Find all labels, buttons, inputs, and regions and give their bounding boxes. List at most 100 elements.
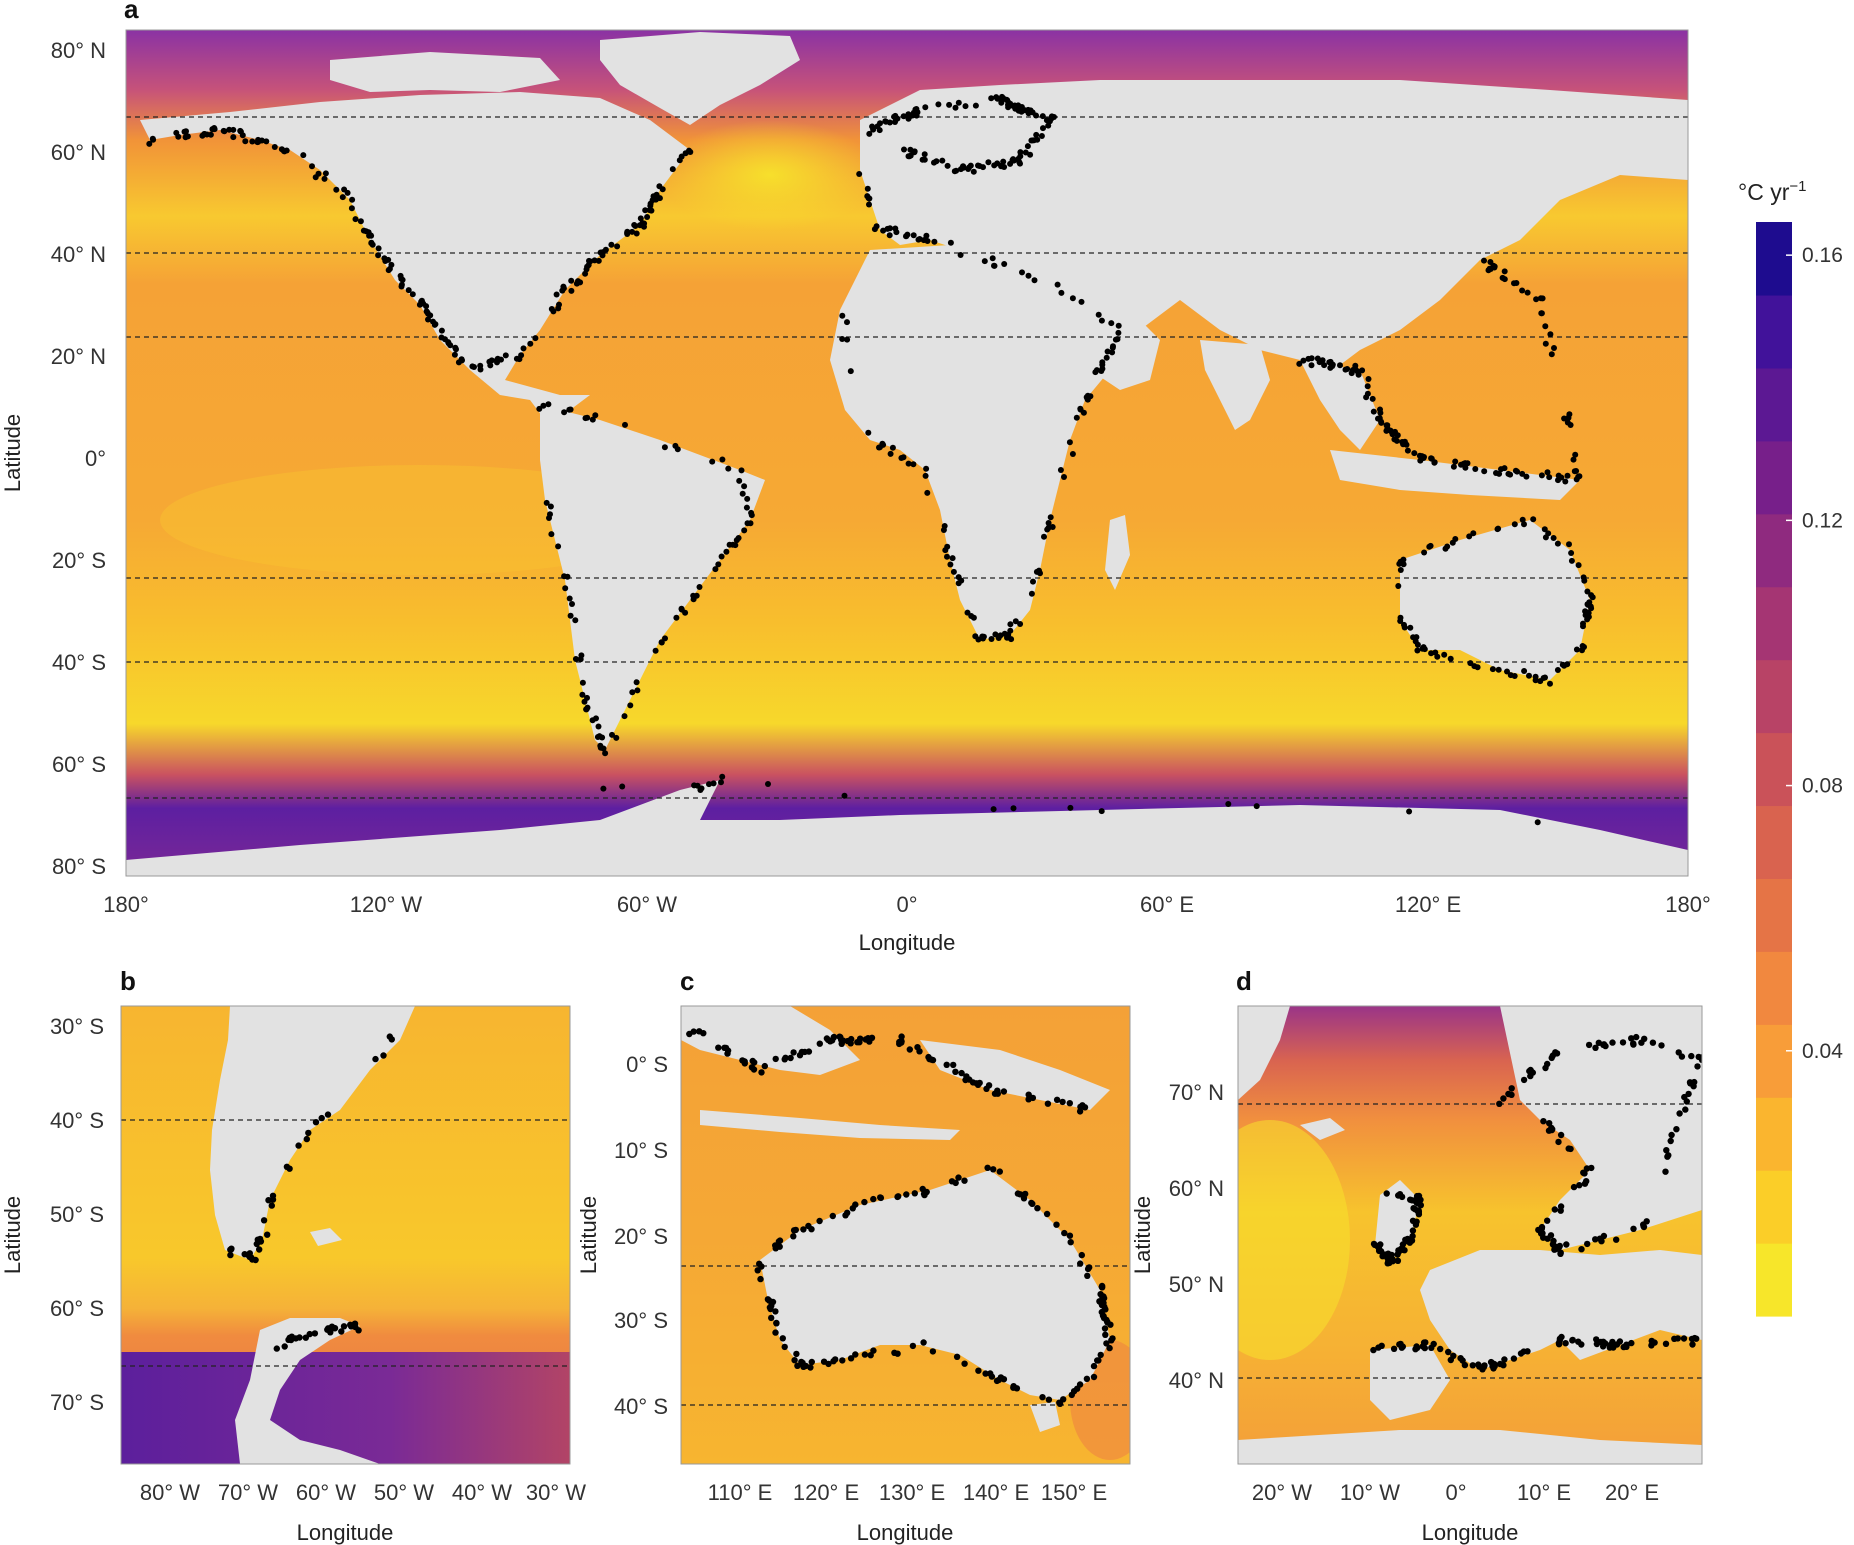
site-point [723, 548, 730, 555]
site-point [787, 1054, 794, 1062]
colorbar-step [1756, 440, 1792, 515]
site-point [870, 1347, 877, 1354]
site-point [1527, 1072, 1534, 1080]
site-point [969, 1079, 977, 1086]
site-point [1449, 539, 1456, 546]
site-point [950, 1061, 957, 1069]
site-point [1519, 516, 1526, 523]
site-point [1480, 1363, 1488, 1371]
d-ytick-0: 70° N [1169, 1080, 1224, 1105]
site-point [1548, 1054, 1555, 1062]
site-point [830, 1033, 838, 1041]
site-point [905, 115, 912, 122]
site-point [700, 1030, 707, 1037]
site-point [1109, 349, 1116, 356]
site-point [438, 334, 445, 341]
site-point [548, 531, 555, 538]
site-point [527, 340, 534, 347]
site-point [1365, 376, 1372, 382]
panel-b-y-ticks: 30° S 40° S 50° S 60° S 70° S [50, 1014, 104, 1415]
site-point [948, 1178, 956, 1185]
colorbar-step [1756, 1097, 1792, 1171]
d-xtick-0: 20° W [1252, 1480, 1312, 1505]
site-point [629, 689, 636, 696]
b-ytick-0: 30° S [50, 1014, 104, 1039]
site-point [854, 1039, 861, 1046]
site-point [181, 128, 188, 135]
site-point [682, 609, 689, 616]
site-point [1033, 112, 1039, 119]
site-point [1680, 1335, 1688, 1342]
site-point [1576, 1182, 1583, 1189]
site-point [1084, 1272, 1091, 1280]
b-xtick-2: 60° W [296, 1480, 356, 1505]
site-point [380, 1052, 387, 1059]
site-point [1420, 455, 1427, 461]
site-point [1363, 394, 1370, 401]
site-point [719, 773, 726, 780]
site-point [870, 1195, 877, 1203]
site-point [1694, 1063, 1701, 1070]
site-point [471, 364, 477, 370]
site-point [1404, 447, 1411, 454]
site-point [648, 207, 655, 214]
site-point [355, 1327, 362, 1334]
site-point [1390, 1345, 1398, 1353]
site-point [942, 547, 949, 554]
site-point [848, 1035, 855, 1043]
site-point [425, 310, 432, 317]
site-point [1581, 577, 1588, 584]
site-point [1028, 590, 1035, 597]
site-point [338, 1328, 345, 1335]
site-point [750, 1066, 758, 1073]
panel-d: d 70° N 60° N 50° N 40° N [1130, 966, 1703, 1545]
site-point [1533, 296, 1540, 303]
india [1200, 340, 1270, 430]
site-point [1381, 1251, 1389, 1258]
site-point [1580, 620, 1586, 627]
site-point [249, 138, 256, 145]
site-point [957, 252, 964, 258]
site-point [629, 228, 636, 235]
site-point [1076, 1381, 1084, 1388]
site-point [1537, 678, 1544, 685]
site-point [910, 232, 917, 239]
site-point [1557, 1249, 1564, 1256]
site-point [1526, 1067, 1533, 1075]
site-point [1600, 1041, 1608, 1048]
site-point [1524, 289, 1531, 296]
site-point [230, 134, 237, 141]
site-point [1431, 459, 1438, 466]
site-point [1640, 1223, 1648, 1231]
colorbar-ticks: 0.16 0.12 0.08 0.04 [1786, 244, 1843, 1063]
site-point [1383, 1190, 1390, 1197]
site-point [324, 1111, 332, 1118]
site-point [1581, 1170, 1588, 1177]
site-point [772, 1055, 779, 1063]
site-point [893, 115, 900, 122]
site-point [909, 1342, 917, 1350]
site-point [719, 456, 726, 463]
c-ytick-4: 40° S [614, 1394, 668, 1419]
site-point [1010, 1383, 1017, 1390]
site-point [961, 1360, 968, 1367]
greenland-edge [1238, 1006, 1290, 1100]
colorbar-step [1756, 951, 1792, 1025]
site-point [1395, 1192, 1402, 1199]
site-point [1668, 1131, 1675, 1139]
site-point [706, 781, 712, 788]
colorbar-steps [1756, 222, 1792, 1317]
site-point [562, 585, 569, 592]
site-point [1388, 428, 1395, 435]
site-point [288, 1333, 295, 1340]
panel-b-xlabel: Longitude [297, 1520, 394, 1545]
site-point [1565, 1145, 1572, 1152]
site-point [452, 344, 459, 351]
site-point [1104, 348, 1111, 355]
site-point [998, 99, 1005, 106]
site-point [1572, 451, 1579, 458]
b-xtick-0: 80° W [140, 1480, 200, 1505]
site-point [1401, 439, 1408, 446]
site-point [1609, 1039, 1616, 1046]
site-point [1060, 1396, 1067, 1403]
